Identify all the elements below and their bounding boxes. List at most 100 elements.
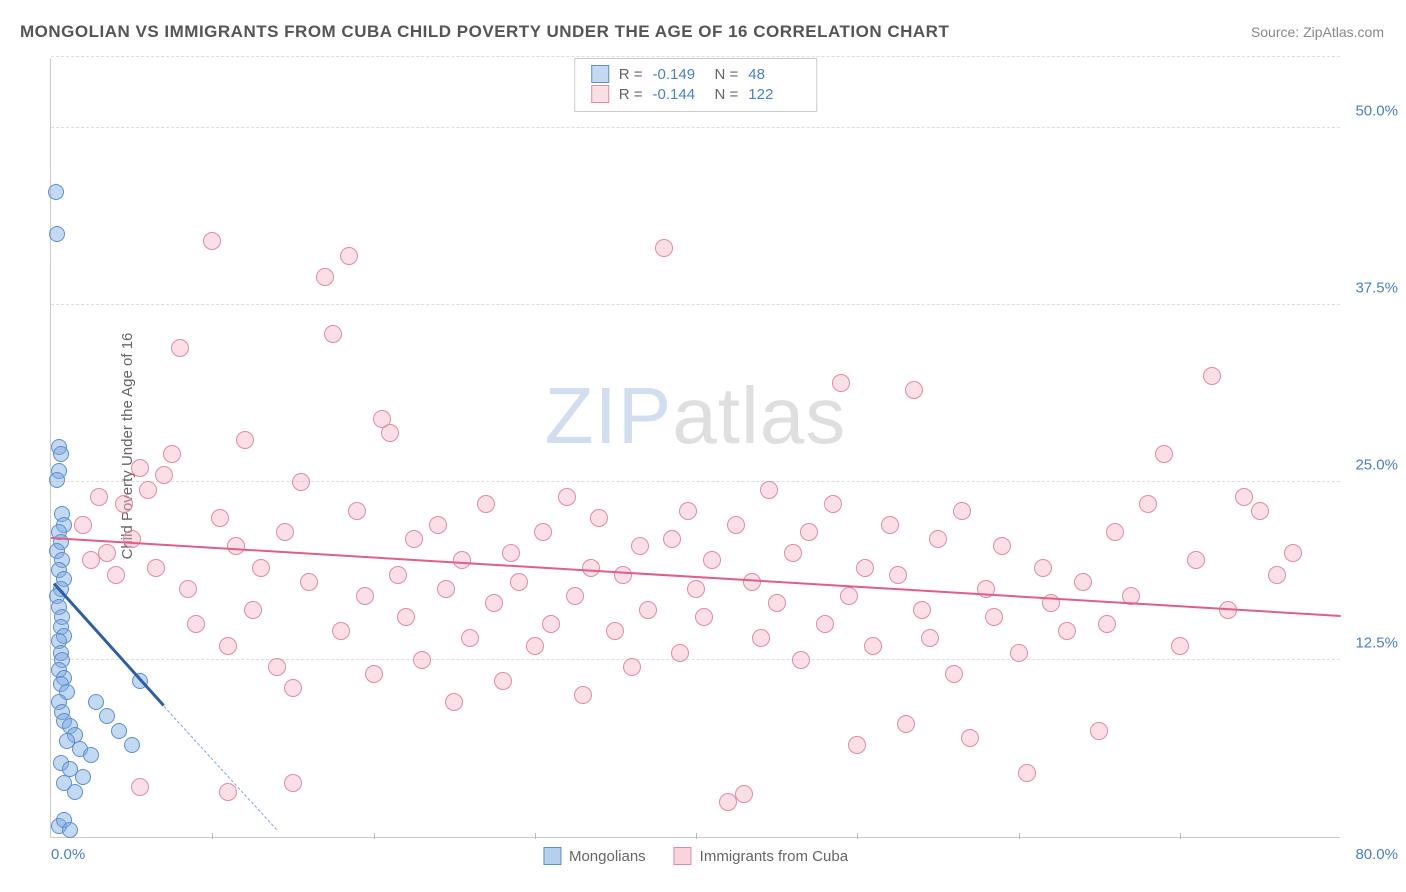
data-point [284,774,302,792]
scatter-plot-area: ZIPatlas R =-0.149N =48R =-0.144N =122 M… [50,58,1340,838]
data-point [1090,722,1108,740]
data-point [1251,502,1269,520]
data-point [99,708,115,724]
gridline [51,659,1340,660]
data-point [929,530,947,548]
data-point [590,509,608,527]
data-point [1155,445,1173,463]
data-point [453,551,471,569]
data-point [985,608,1003,626]
chart-title: MONGOLIAN VS IMMIGRANTS FROM CUBA CHILD … [20,22,949,42]
data-point [445,693,463,711]
x-tick-label: 80.0% [1355,846,1398,863]
data-point [187,615,205,633]
series-legend: MongoliansImmigrants from Cuba [543,847,848,865]
data-point [88,694,104,710]
data-point [631,537,649,555]
data-point [429,516,447,534]
data-point [961,729,979,747]
data-point [510,573,528,591]
data-point [67,784,83,800]
legend-n-value: 48 [748,66,800,83]
x-tick [696,833,697,839]
data-point [687,580,705,598]
data-point [124,737,140,753]
y-tick-label: 12.5% [1355,634,1398,651]
data-point [53,446,69,462]
data-point [614,566,632,584]
legend-swatch [591,85,609,103]
data-point [889,566,907,584]
trend-line-extension [164,706,278,830]
data-point [115,495,133,513]
data-point [49,226,65,242]
x-tick [212,833,213,839]
data-point [1010,644,1028,662]
data-point [768,594,786,612]
data-point [913,601,931,619]
data-point [848,736,866,754]
y-tick-label: 37.5% [1355,280,1398,297]
data-point [389,566,407,584]
data-point [1187,551,1205,569]
data-point [864,637,882,655]
data-point [171,339,189,357]
data-point [1235,488,1253,506]
data-point [485,594,503,612]
legend-swatch [543,847,561,865]
data-point [1284,544,1302,562]
data-point [405,530,423,548]
data-point [784,544,802,562]
data-point [703,551,721,569]
data-point [413,651,431,669]
data-point [292,473,310,491]
data-point [1268,566,1286,584]
data-point [49,472,65,488]
legend-swatch [591,65,609,83]
data-point [211,509,229,527]
legend-r-value: -0.144 [653,86,705,103]
data-point [107,566,125,584]
data-point [1203,367,1221,385]
legend-r-label: R = [619,86,643,103]
data-point [1139,495,1157,513]
data-point [477,495,495,513]
data-point [993,537,1011,555]
data-point [179,580,197,598]
x-tick [374,833,375,839]
data-point [494,672,512,690]
data-point [252,559,270,577]
data-point [123,530,141,548]
data-point [735,785,753,803]
data-point [881,516,899,534]
data-point [663,530,681,548]
data-point [1171,637,1189,655]
data-point [606,622,624,640]
data-point [90,488,108,506]
legend-item: Immigrants from Cuba [674,847,848,865]
data-point [324,325,342,343]
legend-row: R =-0.144N =122 [591,85,801,103]
data-point [83,747,99,763]
data-point [832,374,850,392]
data-point [623,658,641,676]
x-tick [857,833,858,839]
data-point [111,723,127,739]
data-point [227,537,245,555]
data-point [332,622,350,640]
data-point [953,502,971,520]
data-point [48,184,64,200]
data-point [840,587,858,605]
data-point [800,523,818,541]
data-point [147,559,165,577]
data-point [945,665,963,683]
data-point [62,822,78,838]
data-point [671,644,689,662]
data-point [300,573,318,591]
data-point [219,637,237,655]
data-point [155,466,173,484]
data-point [752,629,770,647]
data-point [131,459,149,477]
data-point [655,239,673,257]
data-point [1098,615,1116,633]
